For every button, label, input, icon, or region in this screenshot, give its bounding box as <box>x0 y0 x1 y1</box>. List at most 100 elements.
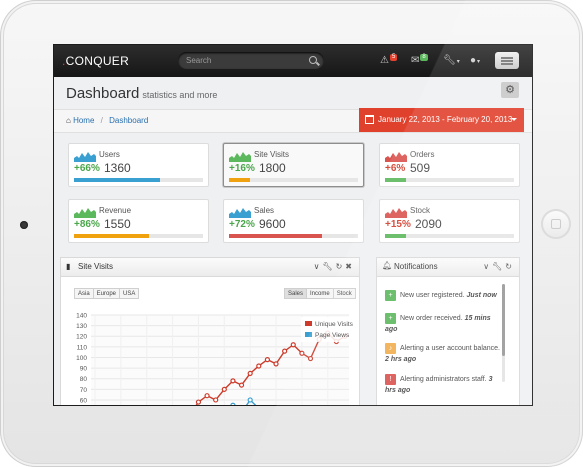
wrench-dropdown[interactable]: 🔧︎▾ <box>443 54 460 68</box>
metric-tab-income[interactable]: Income <box>306 288 334 299</box>
refresh-icon[interactable]: ↻ <box>335 262 346 271</box>
y-tick-label: 90 <box>80 366 88 373</box>
user-icon: ● <box>470 55 477 66</box>
bell-icon: 🔔︎ <box>382 261 393 270</box>
sparkline-icon <box>74 152 96 162</box>
panel-header: 🔔︎ Notifications ∨🔧︎↻ <box>377 258 519 277</box>
search-icon[interactable] <box>309 56 317 64</box>
region-tab-europe[interactable]: Europe <box>92 288 121 299</box>
plus-icon: + <box>385 313 396 324</box>
close-icon[interactable]: ✖ <box>345 262 355 271</box>
data-point <box>290 342 296 348</box>
site-visits-panel: ▮ Site Visits ∨🔧︎↻✖ Asia Europe USA Sales I… <box>60 257 360 405</box>
tile-progress-fill <box>229 178 250 182</box>
notification-text: Alerting administrators staff. <box>400 376 489 383</box>
tile-value: 509 <box>410 161 431 175</box>
tile-progress-bar <box>229 178 358 182</box>
tile-progress-bar <box>229 234 358 238</box>
logo[interactable]: .CONQUER <box>62 54 130 68</box>
stat-tile-stock[interactable]: Stock +15% 2090 <box>379 199 520 243</box>
legend-label: Page Views <box>315 332 350 339</box>
region-tab-asia[interactable]: Asia <box>74 288 94 299</box>
breadcrumb: ⌂ Home / Dashboard <box>66 116 148 125</box>
camera-icon <box>20 221 28 229</box>
collapse-icon[interactable]: ∨ <box>313 262 323 271</box>
calendar-icon <box>365 115 374 124</box>
data-point <box>221 386 227 392</box>
page-subtitle: statistics and more <box>142 90 218 100</box>
notifications-panel: 🔔︎ Notifications ∨🔧︎↻ + New user register… <box>376 257 520 405</box>
stat-tile-orders[interactable]: Orders +6% 509 <box>379 143 520 187</box>
page-title: Dashboard statistics and more <box>66 85 218 102</box>
notification-time: 15 mins ago <box>385 315 491 333</box>
tile-label: Sales <box>254 206 275 215</box>
notification-item[interactable]: + New user registered. Just now <box>385 290 505 301</box>
inbox-dropdown[interactable]: ✉ 8 <box>411 54 428 68</box>
notification-text: New order received. <box>400 315 465 322</box>
tile-progress-bar <box>74 234 203 238</box>
tile-percent: +66% <box>74 163 100 174</box>
data-point <box>299 350 305 356</box>
tile-progress-bar <box>385 178 514 182</box>
tile-progress-fill <box>385 178 406 182</box>
legend-swatch <box>305 332 312 337</box>
data-point <box>238 382 245 388</box>
tile-label: Users <box>99 150 120 159</box>
wrench-icon[interactable]: 🔧︎ <box>322 262 336 271</box>
stat-tile-users[interactable]: Users +66% 1360 <box>68 143 209 187</box>
stat-tile-sales[interactable]: Sales +72% 9600 <box>223 199 364 243</box>
caret-down-icon: ▾ <box>477 59 481 65</box>
notification-time: Just now <box>466 292 497 299</box>
gear-icon[interactable]: ⚙ <box>501 82 519 98</box>
panel-tools: ∨🔧︎↻✖ <box>314 262 355 271</box>
sparkline-icon <box>74 208 96 218</box>
breadcrumb-separator: / <box>100 116 103 125</box>
sparkline-icon <box>385 152 407 162</box>
scrollbar[interactable] <box>502 284 505 382</box>
metric-tab-sales[interactable]: Sales <box>284 288 308 299</box>
tile-progress-fill <box>74 234 149 238</box>
y-tick-label: 70 <box>80 387 88 394</box>
data-point <box>273 361 279 367</box>
y-tick-label: 130 <box>76 323 87 330</box>
plus-icon: + <box>385 290 396 301</box>
date-range-button[interactable]: January 22, 2013 - February 20, 2013 <box>359 108 524 132</box>
collapse-icon[interactable]: ∨ <box>483 262 493 271</box>
tile-label: Site Visits <box>254 150 289 159</box>
metric-tab-stock[interactable]: Stock <box>332 288 356 299</box>
breadcrumb-current[interactable]: Dashboard <box>109 116 149 125</box>
notification-item[interactable]: ♪ Alerting a user account balance. 2 hrs … <box>385 343 505 365</box>
notification-item[interactable]: + New order received. 15 mins ago <box>385 313 505 335</box>
menu-toggle-button[interactable] <box>495 52 519 69</box>
stat-tile-revenue[interactable]: Revenue +86% 1550 <box>68 199 209 243</box>
tile-percent: +16% <box>229 163 255 174</box>
y-tick-label: 60 <box>80 397 88 404</box>
tile-value: 9600 <box>259 217 286 231</box>
chart-legend: Unique Visits Page Views <box>301 317 354 342</box>
refresh-icon[interactable]: ↻ <box>505 262 515 271</box>
user-dropdown[interactable]: ●▾ <box>470 54 480 68</box>
tile-value: 2090 <box>415 217 442 231</box>
notification-item[interactable]: ! Alerting administrators staff. 3 hrs ag… <box>385 374 505 396</box>
region-tab-usa[interactable]: USA <box>119 288 140 299</box>
panel-header: ▮ Site Visits ∨🔧︎↻✖ <box>61 258 359 277</box>
tile-label: Stock <box>410 206 431 215</box>
sparkline-icon <box>229 208 251 218</box>
bell-icon: ♪ <box>385 343 396 354</box>
tile-progress-bar <box>74 178 203 182</box>
envelope-icon: ✉ <box>411 55 420 66</box>
tile-label: Orders <box>410 150 435 159</box>
metric-tabs: Sales Income Stock <box>284 288 356 299</box>
home-button[interactable] <box>541 209 571 239</box>
region-tabs: Asia Europe USA <box>74 288 140 299</box>
breadcrumb-home[interactable]: Home <box>73 116 95 125</box>
data-point <box>264 357 271 363</box>
tile-percent: +72% <box>229 219 255 230</box>
search-input[interactable] <box>186 54 296 67</box>
stat-tile-site-visits[interactable]: Site Visits +16% 1800 <box>223 143 364 187</box>
alerts-dropdown[interactable]: ⚠ 5 <box>380 54 398 68</box>
wrench-icon[interactable]: 🔧︎ <box>492 262 506 271</box>
top-navbar: .CONQUER ⚠5 ✉8 🔧︎▾ ●▾ <box>54 45 532 77</box>
